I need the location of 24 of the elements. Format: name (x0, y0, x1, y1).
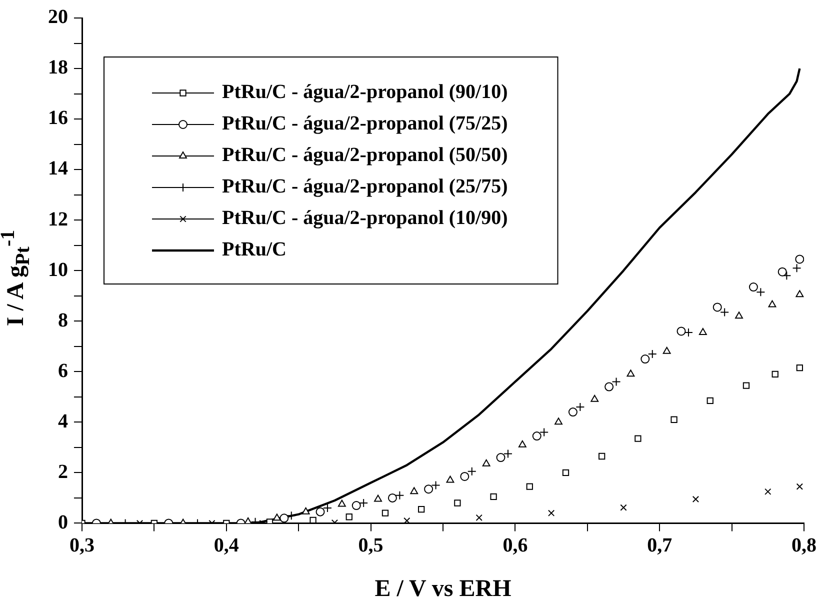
y-tick-label: 2 (58, 460, 68, 483)
y-tick-label: 14 (48, 158, 68, 180)
x-tick-label: 0,3 (70, 534, 94, 556)
x-axis-title: E / V vs ERH (374, 576, 512, 602)
x-tick-label: 0,7 (647, 534, 672, 556)
y-tick-label: 16 (48, 107, 68, 130)
legend-label: PtRu/C - água/2-propanol (10/90) (222, 207, 508, 230)
y-tick-label: 4 (58, 410, 68, 432)
x-tick-label: 0,5 (358, 534, 384, 556)
y-tick-label: 10 (48, 258, 68, 281)
y-tick-label: 18 (48, 56, 68, 79)
legend-label: PtRu/C - água/2-propanol (90/10) (222, 81, 508, 104)
x-tick-label: 0,6 (502, 534, 528, 556)
y-tick-label: 0 (58, 511, 68, 534)
x-tick-label: 0,4 (214, 534, 239, 556)
legend-label: PtRu/C - água/2-propanol (50/50) (222, 144, 508, 166)
legend-label: PtRu/C (222, 238, 286, 261)
y-tick-label: 6 (58, 360, 68, 382)
y-tick-label: 8 (58, 309, 68, 332)
x-tick-label: 0,8 (792, 534, 816, 556)
y-tick-label: 20 (48, 6, 68, 28)
legend-label: PtRu/C - água/2-propanol (75/25) (222, 112, 508, 135)
legend-label: PtRu/C - água/2-propanol (25/75) (222, 176, 508, 198)
y-tick-label: 12 (48, 208, 68, 230)
